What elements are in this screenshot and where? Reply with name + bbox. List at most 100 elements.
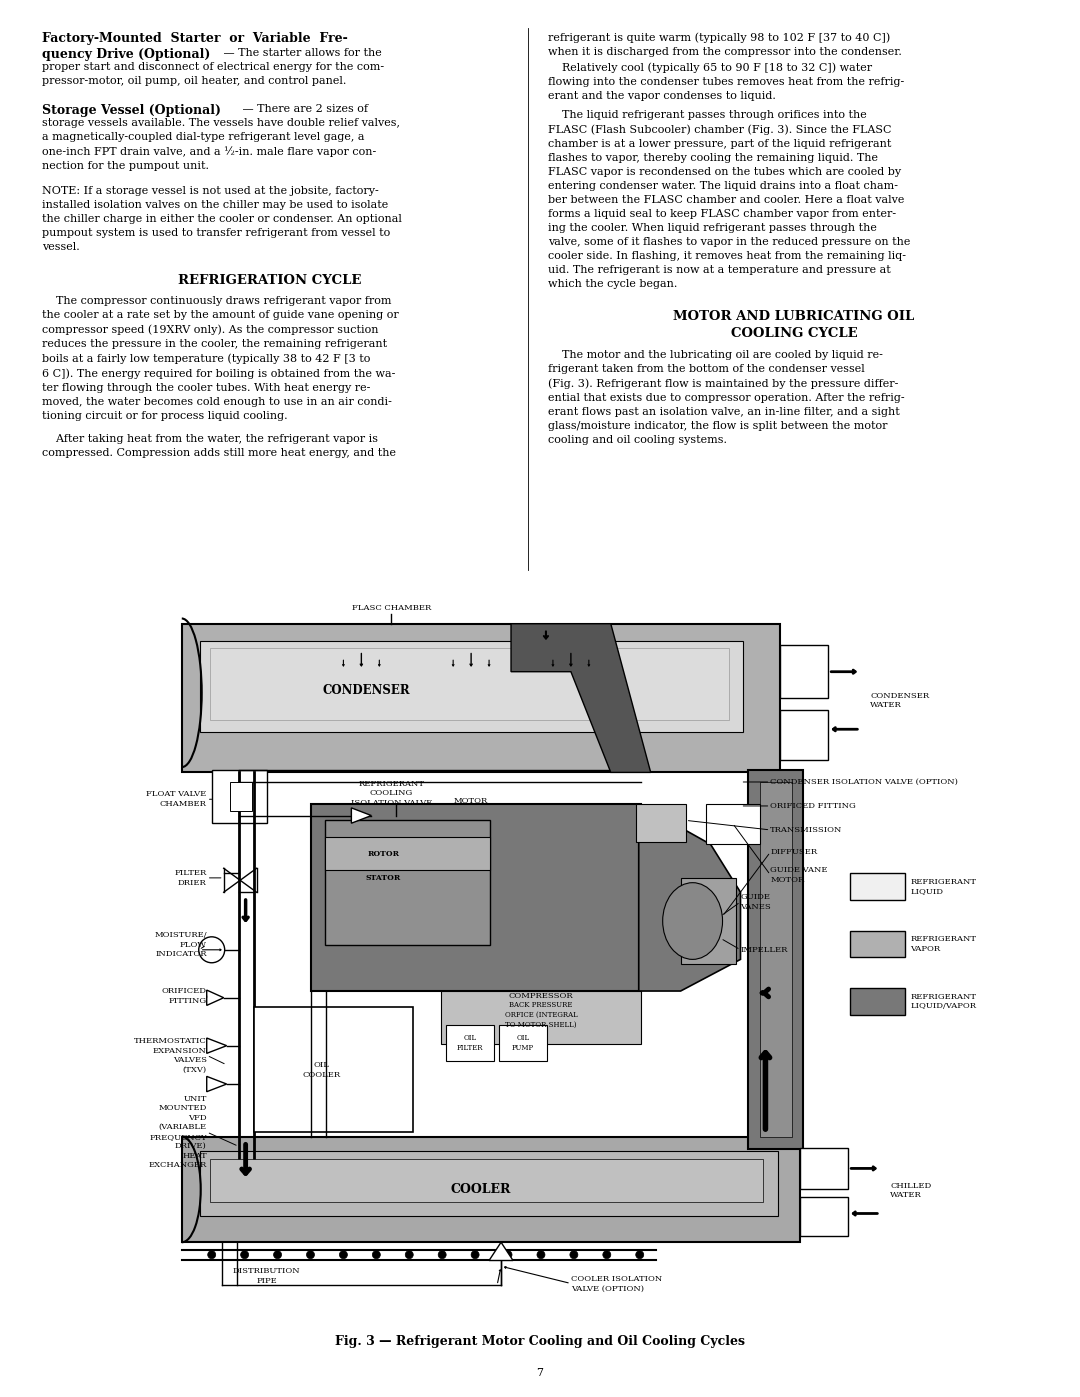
Ellipse shape: [663, 883, 723, 960]
Bar: [800, 1197, 848, 1235]
Text: STATOR: STATOR: [366, 875, 401, 882]
Text: After taking heat from the water, the refrigerant vapor is
compressed. Compressi: After taking heat from the water, the re…: [42, 434, 396, 458]
Bar: [800, 1148, 848, 1189]
Text: UNIT
MOUNTED
VFD
(VARIABLE
FREQUENCY
DRIVE)
HEAT
EXCHANGER: UNIT MOUNTED VFD (VARIABLE FREQUENCY DRI…: [148, 1095, 206, 1169]
Text: COOLER ISOLATION
VALVE (OPTION): COOLER ISOLATION VALVE (OPTION): [571, 1274, 662, 1292]
Bar: [781, 645, 828, 697]
Text: OIL
PUMP: OIL PUMP: [512, 1034, 534, 1052]
Text: BACK PRESSURE
ORFICE (INTEGRAL
TO MOTOR SHELL): BACK PRESSURE ORFICE (INTEGRAL TO MOTOR …: [504, 1002, 578, 1028]
Bar: [850, 873, 905, 900]
Circle shape: [207, 1250, 216, 1259]
Bar: [636, 805, 686, 842]
Circle shape: [199, 937, 225, 963]
Text: DIFFUSER: DIFFUSER: [770, 848, 818, 856]
Polygon shape: [638, 805, 741, 990]
Bar: [200, 641, 743, 732]
Bar: [705, 805, 760, 844]
Text: COMPRESSOR: COMPRESSOR: [509, 992, 573, 1000]
Bar: [254, 1007, 414, 1132]
Text: FILTER
DRIER: FILTER DRIER: [175, 869, 206, 887]
Text: REFRIGERANT
LIQUID/VAPOR: REFRIGERANT LIQUID/VAPOR: [910, 993, 976, 1010]
Text: MOTOR AND LUBRICATING OIL
COOLING CYCLE: MOTOR AND LUBRICATING OIL COOLING CYCLE: [673, 310, 915, 339]
Polygon shape: [511, 624, 651, 773]
Text: The liquid refrigerant passes through orifices into the
FLASC (Flash Subcooler) : The liquid refrigerant passes through or…: [548, 110, 910, 289]
Bar: [748, 771, 804, 1150]
Text: refrigerant is quite warm (typically 98 to 102 F [37 to 40 C])
when it is discha: refrigerant is quite warm (typically 98 …: [548, 32, 902, 56]
Text: Fig. 3 — Refrigerant Motor Cooling and Oil Cooling Cycles: Fig. 3 — Refrigerant Motor Cooling and O…: [335, 1336, 745, 1348]
Text: — There are 2 sizes of: — There are 2 sizes of: [239, 103, 368, 115]
Bar: [499, 1024, 546, 1062]
Text: FLASC CHAMBER: FLASC CHAMBER: [352, 605, 431, 612]
Text: REFRIGERATION CYCLE: REFRIGERATION CYCLE: [178, 274, 362, 286]
Bar: [446, 1024, 494, 1062]
Circle shape: [339, 1250, 348, 1259]
Text: Storage Vessel (Optional): Storage Vessel (Optional): [42, 103, 221, 117]
Text: MOISTURE/
FLOW
INDICATOR: MOISTURE/ FLOW INDICATOR: [154, 932, 206, 958]
Bar: [325, 837, 490, 870]
Bar: [212, 771, 267, 823]
Bar: [760, 782, 793, 1137]
Text: REFRIGERANT
LIQUID: REFRIGERANT LIQUID: [910, 877, 976, 895]
Circle shape: [504, 1250, 512, 1259]
Text: CONDENSER ISOLATION VALVE (OPTION): CONDENSER ISOLATION VALVE (OPTION): [770, 778, 958, 787]
Text: Relatively cool (typically 65 to 90 F [18 to 32 C]) water
flowing into the conde: Relatively cool (typically 65 to 90 F [1…: [548, 61, 904, 101]
Text: Factory-Mounted  Starter  or  Variable  Fre-: Factory-Mounted Starter or Variable Fre-: [42, 32, 348, 45]
Bar: [181, 624, 781, 773]
Bar: [781, 710, 828, 760]
Text: FLOAT VALVE
CHAMBER: FLOAT VALVE CHAMBER: [147, 791, 206, 807]
Bar: [442, 990, 640, 1044]
Circle shape: [570, 1250, 578, 1259]
Text: ORIFICED
FITTING: ORIFICED FITTING: [162, 988, 206, 1004]
Bar: [325, 820, 490, 944]
Text: CONDENSER: CONDENSER: [323, 685, 410, 697]
Text: DISTRIBUTION
PIPE: DISTRIBUTION PIPE: [233, 1267, 300, 1285]
Text: COOLER: COOLER: [451, 1183, 511, 1196]
Text: ORIFICED FITTING: ORIFICED FITTING: [770, 802, 856, 810]
Bar: [210, 1160, 764, 1201]
Text: THERMOSTATIC
EXPANSION
VALVES
(TXV): THERMOSTATIC EXPANSION VALVES (TXV): [134, 1037, 206, 1073]
Text: ROTOR: ROTOR: [367, 849, 400, 858]
Polygon shape: [489, 1242, 513, 1260]
Circle shape: [438, 1250, 446, 1259]
Circle shape: [241, 1250, 248, 1259]
Circle shape: [405, 1250, 414, 1259]
Text: — The starter allows for the: — The starter allows for the: [220, 47, 381, 59]
Text: The compressor continuously draws refrigerant vapor from
the cooler at a rate se: The compressor continuously draws refrig…: [42, 296, 399, 420]
Bar: [850, 988, 905, 1016]
Text: quency Drive (Optional): quency Drive (Optional): [42, 47, 211, 61]
Text: CHILLED
WATER: CHILLED WATER: [890, 1182, 931, 1200]
Text: MOTOR: MOTOR: [454, 798, 488, 805]
Text: NOTE: If a storage vessel is not used at the jobsite, factory-
installed isolati: NOTE: If a storage vessel is not used at…: [42, 186, 402, 251]
Text: REFRIGERANT
COOLING
ISOLATION VALVE: REFRIGERANT COOLING ISOLATION VALVE: [351, 780, 432, 807]
Circle shape: [471, 1250, 480, 1259]
Text: CONDENSER
WATER: CONDENSER WATER: [870, 692, 929, 710]
Circle shape: [537, 1250, 545, 1259]
Circle shape: [273, 1250, 282, 1259]
Bar: [230, 782, 252, 810]
Bar: [200, 1151, 779, 1217]
Bar: [311, 805, 640, 990]
Text: storage vessels available. The vessels have double relief valves,
a magnetically: storage vessels available. The vessels h…: [42, 117, 400, 172]
Text: IMPELLER: IMPELLER: [741, 946, 788, 954]
Bar: [210, 648, 729, 719]
Circle shape: [603, 1250, 611, 1259]
Text: GUIDE
VANES: GUIDE VANES: [741, 893, 771, 911]
Text: TRANSMISSION: TRANSMISSION: [770, 826, 842, 834]
Text: 7: 7: [537, 1368, 543, 1377]
Polygon shape: [206, 1038, 227, 1053]
Text: GUIDE VANE
MOTOR: GUIDE VANE MOTOR: [770, 866, 828, 884]
Text: proper start and disconnect of electrical energy for the com-
pressor-motor, oil: proper start and disconnect of electrica…: [42, 61, 384, 87]
Text: REFRIGERANT
VAPOR: REFRIGERANT VAPOR: [910, 935, 976, 953]
Circle shape: [636, 1250, 644, 1259]
Polygon shape: [351, 807, 372, 823]
Text: OIL
COOLER: OIL COOLER: [302, 1060, 340, 1078]
Polygon shape: [206, 1076, 227, 1091]
Circle shape: [373, 1250, 380, 1259]
Bar: [850, 930, 905, 957]
Circle shape: [307, 1250, 314, 1259]
Bar: [181, 1137, 800, 1242]
Text: OIL
FILTER: OIL FILTER: [457, 1034, 484, 1052]
Polygon shape: [206, 990, 224, 1006]
Bar: [680, 877, 735, 964]
Text: The motor and the lubricating oil are cooled by liquid re-
frigerant taken from : The motor and the lubricating oil are co…: [548, 351, 905, 444]
